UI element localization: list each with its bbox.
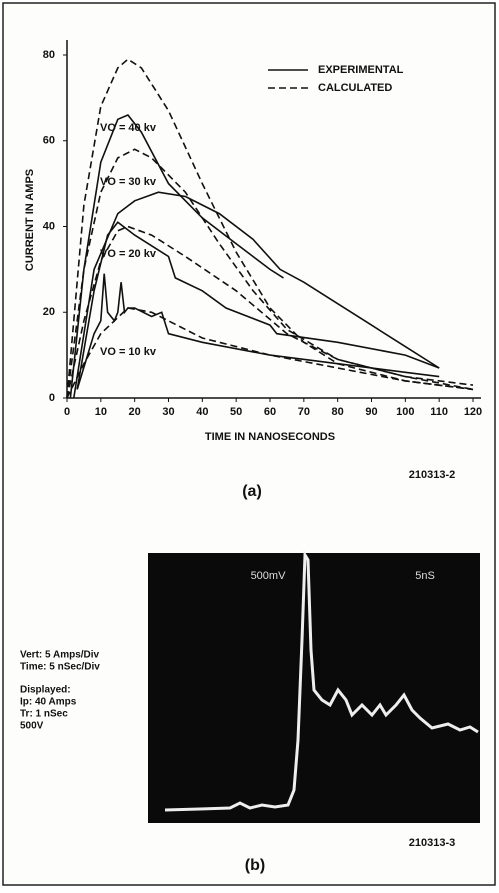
y-tick-label: 60 xyxy=(43,135,55,147)
x-tick-label: 120 xyxy=(464,406,482,418)
curve xyxy=(66,225,474,399)
y-tick-label: 0 xyxy=(49,392,55,404)
caption: (b) xyxy=(245,857,265,874)
curve-label: VO = 20 kv xyxy=(100,248,157,260)
x-axis-title: TIME IN NANOSECONDS xyxy=(205,431,335,443)
scope-note: Displayed: xyxy=(20,685,71,696)
x-tick-label: 60 xyxy=(264,406,276,418)
scope-vertical-label: 500mV xyxy=(251,570,287,582)
y-tick-label: 80 xyxy=(43,49,55,61)
y-tick-label: 20 xyxy=(43,306,55,318)
x-tick-label: 70 xyxy=(298,406,310,418)
scope-note: Vert: 5 Amps/Div xyxy=(20,650,100,661)
curve-label: VO = 40 kv xyxy=(100,122,157,134)
curve xyxy=(66,307,474,399)
x-tick-label: 0 xyxy=(64,406,70,418)
scope-note: Tr: 1 nSec xyxy=(20,709,68,720)
curve xyxy=(66,58,474,399)
curve xyxy=(73,191,440,399)
x-tick-label: 30 xyxy=(162,406,174,418)
curve xyxy=(76,221,440,390)
x-tick-label: 10 xyxy=(95,406,107,418)
scope-trace xyxy=(164,549,479,812)
figure-id: 210313-2 xyxy=(409,469,456,481)
figure-id: 210313-3 xyxy=(409,837,456,849)
x-tick-label: 90 xyxy=(365,406,377,418)
x-tick-label: 20 xyxy=(129,406,141,418)
scope-time-label: 5nS xyxy=(415,570,435,582)
x-tick-label: 80 xyxy=(332,406,344,418)
scope-note: 500V xyxy=(20,721,44,732)
y-tick-label: 40 xyxy=(43,220,55,232)
x-tick-label: 40 xyxy=(196,406,208,418)
x-tick-label: 50 xyxy=(230,406,242,418)
legend-label: CALCULATED xyxy=(318,82,392,94)
curve-label: VO = 10 kv xyxy=(100,346,157,358)
curve-label: VO = 30 kv xyxy=(100,176,157,188)
x-tick-label: 100 xyxy=(396,406,414,418)
curve xyxy=(66,148,474,399)
oscilloscope: 500mV 5nS xyxy=(148,549,480,823)
x-tick-label: 110 xyxy=(430,406,448,418)
caption: (a) xyxy=(242,483,262,500)
scope-note: Time: 5 nSec/Div xyxy=(20,662,100,673)
curve xyxy=(69,114,284,399)
y-axis-title: CURRENT IN AMPS xyxy=(24,169,36,271)
legend-label: EXPERIMENTAL xyxy=(318,64,404,76)
scope-note: Ip: 40 Amps xyxy=(20,697,77,708)
